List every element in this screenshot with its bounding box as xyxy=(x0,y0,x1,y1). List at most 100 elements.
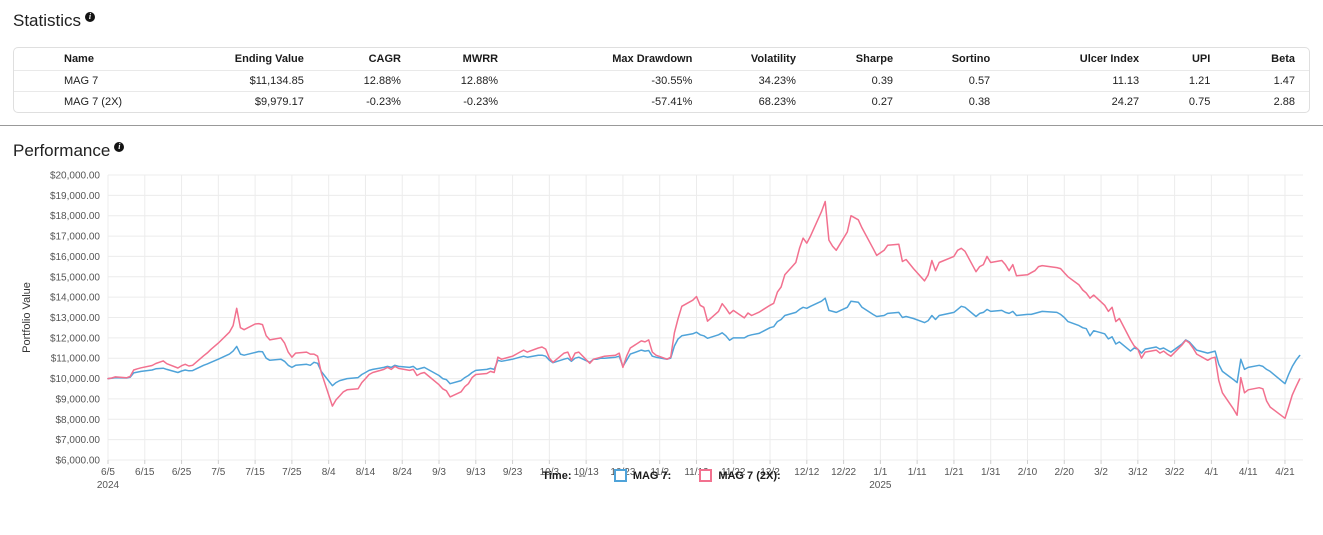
x-tick-label: 8/24 xyxy=(393,467,413,478)
mag7-2x-swatch-icon xyxy=(699,469,713,482)
legend-item-mag7-2x[interactable]: MAG 7 (2X): xyxy=(699,469,781,482)
x-axis-year-label: 2025 xyxy=(869,480,892,491)
info-icon[interactable]: i xyxy=(114,142,125,152)
legend-item-mag7[interactable]: MAG 7: xyxy=(613,469,672,482)
stat-value-cell: 24.27 xyxy=(998,91,1148,112)
column-header: Volatility xyxy=(750,53,796,65)
y-tick-label: $16,000.00 xyxy=(50,252,100,263)
info-icon[interactable]: i xyxy=(85,12,96,22)
chart-legend: Time: -- MAG 7: MAG 7 (2X): xyxy=(13,469,1310,482)
x-tick-label: 9/23 xyxy=(503,467,523,478)
legend-time-label: Time: xyxy=(542,469,572,482)
x-tick-label: 9/13 xyxy=(466,467,486,478)
y-tick-label: $14,000.00 xyxy=(50,293,100,304)
stat-value-cell: 68.23% xyxy=(700,91,804,112)
column-header: Ulcer Index xyxy=(1079,53,1140,65)
stat-value-cell: -0.23% xyxy=(408,91,507,112)
legend-time-value: -- xyxy=(578,469,586,482)
stat-value-cell: $9,979.17 xyxy=(195,91,312,112)
stat-value-cell: 0.75 xyxy=(1147,91,1219,112)
portfolio-name-cell: MAG 7 (2X) xyxy=(14,91,196,112)
y-tick-label: $20,000.00 xyxy=(50,171,100,182)
x-tick-label: 4/21 xyxy=(1275,467,1295,478)
y-tick-label: $13,000.00 xyxy=(50,313,100,324)
table-row: MAG 7 (2X) $9,979.17 -0.23% -0.23% -57.41% 68… xyxy=(14,91,1309,112)
stat-value-cell: 0.27 xyxy=(803,91,902,112)
stat-value-cell: 0.38 xyxy=(901,91,999,112)
performance-heading: Performance i xyxy=(13,141,1310,161)
statistics-title: Statistics xyxy=(13,11,82,30)
column-header: Sharpe xyxy=(855,53,894,65)
x-tick-label: 3/22 xyxy=(1165,467,1185,478)
x-tick-label: 12/12 xyxy=(794,467,819,478)
stat-value-cell: $11,134.85 xyxy=(195,70,312,91)
x-tick-label: 8/4 xyxy=(322,467,336,478)
x-tick-label: 3/2 xyxy=(1094,467,1108,478)
x-tick-label: 10/3 xyxy=(540,467,560,478)
x-tick-label: 11/22 xyxy=(721,467,746,478)
stat-value-cell: 34.23% xyxy=(700,70,804,91)
column-header: CAGR xyxy=(368,53,401,65)
stat-value-cell: 12.88% xyxy=(408,70,507,91)
statistics-table: Name Ending Value CAGR MWRR Max Drawdown Vola… xyxy=(13,47,1310,113)
y-tick-label: $6,000.00 xyxy=(56,456,101,467)
x-tick-label: 3/12 xyxy=(1128,467,1148,478)
x-tick-label: 7/25 xyxy=(282,467,302,478)
x-tick-label: 9/3 xyxy=(432,467,446,478)
section-divider xyxy=(0,125,1323,126)
y-tick-label: $12,000.00 xyxy=(50,333,100,344)
legend-time: Time: -- xyxy=(542,470,585,482)
x-tick-label: 2/10 xyxy=(1018,467,1038,478)
x-tick-label: 11/2 xyxy=(650,467,669,478)
x-tick-label: 1/21 xyxy=(944,467,964,478)
y-tick-label: $18,000.00 xyxy=(50,211,100,222)
portfolio-name-cell: MAG 7 xyxy=(14,70,196,91)
legend-mag7-2x-label: MAG 7 (2X): xyxy=(718,469,781,482)
x-tick-label: 11/12 xyxy=(684,467,709,478)
column-header: Ending Value xyxy=(234,53,304,65)
y-tick-label: $10,000.00 xyxy=(50,374,100,385)
column-header: Max Drawdown xyxy=(612,53,693,65)
x-tick-label: 6/15 xyxy=(135,467,155,478)
stat-value-cell: 11.13 xyxy=(998,70,1148,91)
performance-title: Performance xyxy=(13,141,111,160)
x-tick-label: 4/1 xyxy=(1204,467,1218,478)
table-header: Name Ending Value CAGR MWRR Max Drawdown Vola… xyxy=(14,48,1309,70)
y-tick-label: $11,000.00 xyxy=(51,354,101,365)
column-header: UPI xyxy=(1191,53,1211,65)
stat-value-cell: 0.39 xyxy=(803,70,902,91)
x-tick-label: 1/31 xyxy=(981,467,1001,478)
y-tick-label: $7,000.00 xyxy=(56,435,101,446)
y-tick-label: $19,000.00 xyxy=(50,191,100,202)
stat-value-cell: -57.41% xyxy=(506,91,701,112)
y-axis-title: Portfolio Value xyxy=(21,282,33,353)
stat-value-cell: 1.47 xyxy=(1218,70,1309,91)
page: Statistics i Name Ending Value CAGR MWRR Max… xyxy=(0,11,1323,491)
y-tick-label: $15,000.00 xyxy=(50,272,100,283)
x-tick-label: 2/20 xyxy=(1055,467,1075,478)
x-tick-label: 10/13 xyxy=(574,467,599,478)
series-line-mag7-2x xyxy=(107,200,1301,420)
stat-value-cell: 12.88% xyxy=(311,70,409,91)
x-tick-label: 1/1 xyxy=(873,467,887,478)
stat-value-cell: 2.88 xyxy=(1218,91,1309,112)
legend-mag7-label: MAG 7: xyxy=(632,469,672,482)
stat-value-cell: 0.57 xyxy=(901,70,999,91)
performance-chart-area: $20,000.00 $19,000.00 $18,000.00 $17,000.00… xyxy=(0,165,1323,501)
statistics-heading: Statistics i xyxy=(13,11,1310,31)
stat-value-cell: -30.55% xyxy=(506,70,701,91)
x-tick-label: 12/2 xyxy=(760,467,780,478)
column-header: Sortino xyxy=(951,53,991,65)
y-tick-label: $9,000.00 xyxy=(56,394,101,405)
column-header: Beta xyxy=(1271,53,1295,65)
x-tick-label: 7/15 xyxy=(245,467,265,478)
mag7-swatch-icon xyxy=(613,469,627,482)
column-header: MWRR xyxy=(462,53,499,65)
x-tick-label: 6/25 xyxy=(172,467,192,478)
x-tick-label: 4/11 xyxy=(1239,467,1258,478)
performance-chart[interactable]: $20,000.00 $19,000.00 $18,000.00 $17,000.00… xyxy=(0,165,1323,501)
y-tick-label: $17,000.00 xyxy=(50,232,100,243)
series-line-mag7 xyxy=(107,297,1301,387)
x-tick-label: 6/5 xyxy=(101,467,115,478)
x-tick-label: 7/5 xyxy=(211,467,225,478)
